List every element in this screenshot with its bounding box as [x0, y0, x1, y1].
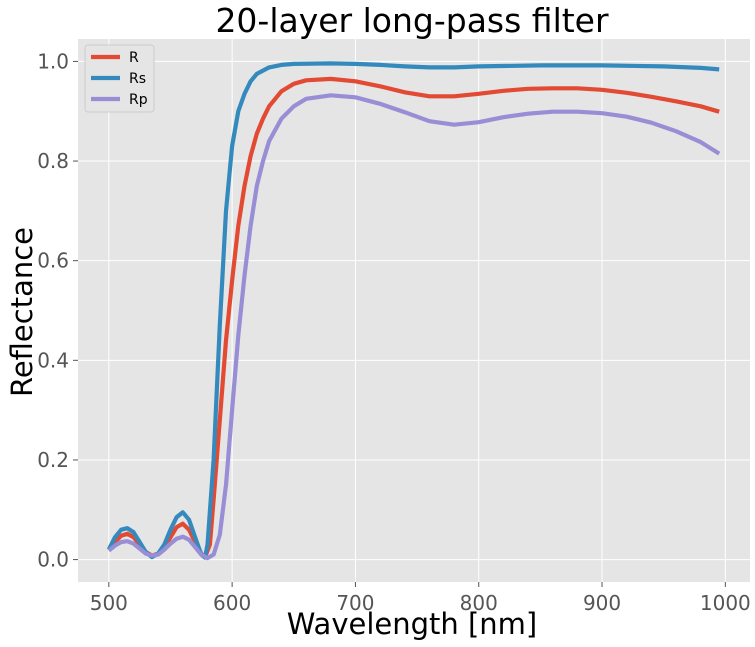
x-tick-label: 800 [460, 591, 498, 615]
y-tick-label: 0.8 [37, 149, 69, 173]
x-tick-label: 900 [583, 591, 621, 615]
x-tick-label: 500 [90, 591, 128, 615]
plot-area [78, 39, 750, 582]
x-tick-label: 600 [213, 591, 251, 615]
series-lines [106, 61, 721, 561]
y-tick-label: 0.6 [37, 249, 69, 273]
legend: R Rs Rp [84, 44, 155, 113]
y-tick-label: 1.0 [37, 49, 69, 73]
x-tick-label: 700 [336, 591, 374, 615]
legend-label-r: R [129, 50, 139, 66]
x-axis-label: Wavelength [nm] [287, 607, 538, 641]
chart-title: 20-layer long-pass filter [215, 1, 609, 40]
legend-label-rp: Rp [129, 92, 148, 108]
y-tick-label: 0.4 [37, 348, 69, 372]
y-axis-label: Reflectance [5, 227, 39, 397]
series-line-rp [107, 93, 721, 561]
y-axis-ticks: 0.0 0.2 0.4 0.6 0.8 1.0 [37, 49, 78, 572]
x-tick-label: 1000 [700, 591, 751, 615]
x-axis-ticks: 500 600 700 800 900 1000 [90, 582, 751, 615]
legend-label-rs: Rs [129, 71, 146, 87]
y-tick-label: 0.2 [37, 448, 69, 472]
y-tick-label: 0.0 [37, 548, 69, 572]
gridlines [78, 39, 750, 582]
